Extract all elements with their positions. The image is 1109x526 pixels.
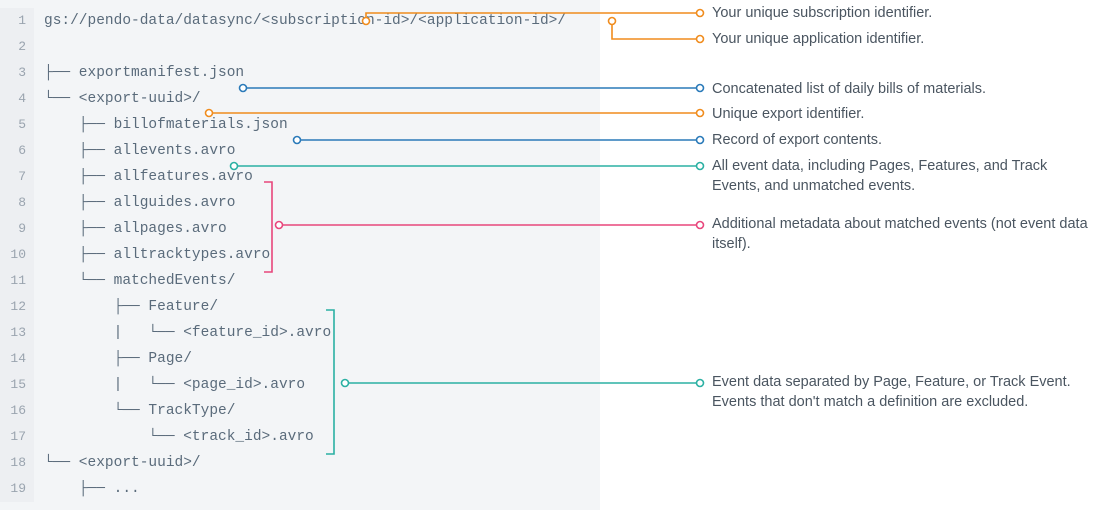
- line-number: 7: [0, 164, 34, 190]
- code-line: 10 ├── alltracktypes.avro: [0, 242, 600, 268]
- line-number: 6: [0, 138, 34, 164]
- line-text: └── TrackType/: [34, 398, 235, 424]
- line-text: ├── exportmanifest.json: [34, 60, 244, 86]
- code-block: 1gs://pendo-data/datasync/<subscription-…: [0, 0, 600, 510]
- code-line: 19 ├── ...: [0, 476, 600, 502]
- line-text: ├── Feature/: [34, 294, 218, 320]
- line-text: gs://pendo-data/datasync/<subscription-i…: [34, 8, 566, 34]
- code-line: 2: [0, 34, 600, 60]
- annotation-bom: Record of export contents.: [712, 130, 1092, 150]
- line-text: └── <export-uuid>/: [34, 86, 201, 112]
- line-number: 2: [0, 34, 34, 60]
- code-line: 7 ├── allfeatures.avro: [0, 164, 600, 190]
- line-number: 5: [0, 112, 34, 138]
- code-line: 8 ├── allguides.avro: [0, 190, 600, 216]
- line-text: ├── Page/: [34, 346, 192, 372]
- line-number: 15: [0, 372, 34, 398]
- line-number: 17: [0, 424, 34, 450]
- code-line: 6 ├── allevents.avro: [0, 138, 600, 164]
- line-text: ├── allfeatures.avro: [34, 164, 253, 190]
- line-number: 8: [0, 190, 34, 216]
- code-line: 17 └── <track_id>.avro: [0, 424, 600, 450]
- annotation-allevents: All event data, including Pages, Feature…: [712, 156, 1092, 196]
- line-number: 11: [0, 268, 34, 294]
- code-line: 11 └── matchedEvents/: [0, 268, 600, 294]
- annotation-metadata: Additional metadata about matched events…: [712, 214, 1092, 254]
- code-line: 12 ├── Feature/: [0, 294, 600, 320]
- line-number: 9: [0, 216, 34, 242]
- code-line: 4└── <export-uuid>/: [0, 86, 600, 112]
- line-number: 19: [0, 476, 34, 502]
- code-line: 3├── exportmanifest.json: [0, 60, 600, 86]
- code-line: 18└── <export-uuid>/: [0, 450, 600, 476]
- annotation-sub-id: Your unique subscription identifier.: [712, 3, 1092, 23]
- code-line: 15 | └── <page_id>.avro: [0, 372, 600, 398]
- annotation-export-uuid: Unique export identifier.: [712, 104, 1092, 124]
- line-number: 4: [0, 86, 34, 112]
- code-line: 13 | └── <feature_id>.avro: [0, 320, 600, 346]
- line-text: ├── allevents.avro: [34, 138, 235, 164]
- annotation-manifest: Concatenated list of daily bills of mate…: [712, 79, 1092, 99]
- annotation-app-id: Your unique application identifier.: [712, 29, 1092, 49]
- line-number: 13: [0, 320, 34, 346]
- line-text: └── <export-uuid>/: [34, 450, 201, 476]
- line-number: 18: [0, 450, 34, 476]
- code-line: 14 ├── Page/: [0, 346, 600, 372]
- line-text: ├── allpages.avro: [34, 216, 227, 242]
- line-text: ├── ...: [34, 476, 140, 502]
- annotation-matched: Event data separated by Page, Feature, o…: [712, 372, 1092, 412]
- code-line: 5 ├── billofmaterials.json: [0, 112, 600, 138]
- line-text: | └── <page_id>.avro: [34, 372, 305, 398]
- code-line: 1gs://pendo-data/datasync/<subscription-…: [0, 8, 600, 34]
- line-text: └── <track_id>.avro: [34, 424, 314, 450]
- code-line: 16 └── TrackType/: [0, 398, 600, 424]
- line-number: 10: [0, 242, 34, 268]
- line-number: 1: [0, 8, 34, 34]
- line-text: ├── allguides.avro: [34, 190, 235, 216]
- code-line: 9 ├── allpages.avro: [0, 216, 600, 242]
- line-number: 3: [0, 60, 34, 86]
- line-number: 12: [0, 294, 34, 320]
- line-number: 16: [0, 398, 34, 424]
- line-text: ├── alltracktypes.avro: [34, 242, 270, 268]
- line-number: 14: [0, 346, 34, 372]
- line-text: | └── <feature_id>.avro: [34, 320, 331, 346]
- line-text: └── matchedEvents/: [34, 268, 235, 294]
- line-text: ├── billofmaterials.json: [34, 112, 288, 138]
